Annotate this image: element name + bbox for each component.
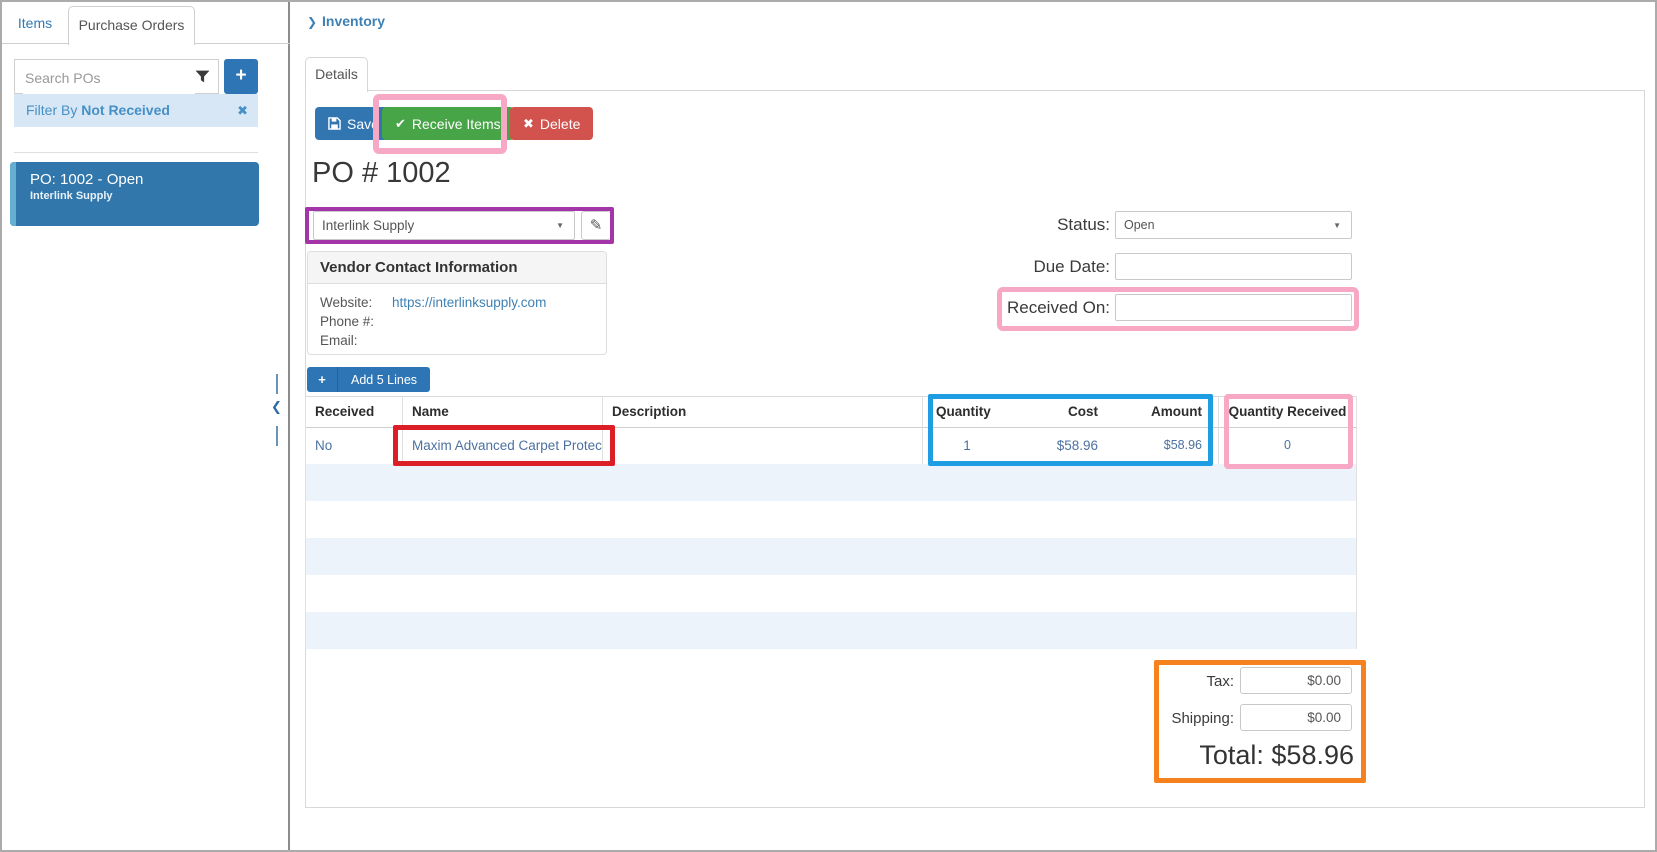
filter-value-label: Not Received — [81, 102, 170, 118]
received-on-input[interactable] — [1115, 294, 1352, 321]
table-header-border — [305, 427, 1357, 428]
col-header-quantity: Quantity — [936, 404, 991, 419]
received-on-label: Received On: — [1007, 298, 1110, 317]
vendor-select[interactable]: Interlink Supply ▼ — [313, 211, 575, 240]
po-card-accent-stripe — [10, 162, 16, 226]
search-po-box — [14, 59, 219, 94]
table-col-divider — [1218, 396, 1219, 464]
empty-table-row — [306, 464, 1356, 501]
vendor-contact-panel: Vendor Contact Information Website: http… — [307, 251, 607, 355]
filter-clear-icon[interactable]: ✖ — [237, 103, 248, 118]
splitter-handle-bottom — [276, 426, 278, 446]
empty-table-row — [306, 612, 1356, 649]
shipping-input[interactable] — [1240, 704, 1352, 731]
vendor-email-row: Email: — [308, 331, 606, 350]
status-select[interactable]: Open ▼ — [1115, 211, 1352, 239]
phone-label: Phone #: — [320, 314, 375, 329]
sidebar: Items Purchase Orders + Filter By Not Re… — [2, 2, 290, 850]
plus-icon: + — [307, 367, 338, 392]
save-button[interactable]: Save — [315, 107, 392, 140]
col-header-description: Description — [612, 404, 687, 419]
delete-button-label: Delete — [539, 115, 581, 132]
chevron-down-icon: ▼ — [1333, 220, 1341, 230]
search-input[interactable] — [23, 61, 195, 94]
po-card-title: PO: 1002 - Open — [30, 171, 144, 188]
receive-items-button[interactable]: ✔ Receive Items — [382, 107, 514, 140]
po-number-title: PO # 1002 — [312, 157, 451, 189]
status-label: Status: — [1057, 215, 1110, 234]
add-po-button[interactable]: + — [224, 59, 258, 94]
cell-cost[interactable]: $58.96 — [1056, 438, 1098, 453]
splitter-handle-top — [276, 374, 278, 394]
check-icon: ✔ — [395, 115, 406, 131]
col-header-cost: Cost — [1068, 404, 1098, 419]
col-header-name: Name — [412, 404, 449, 419]
vendor-website-row: Website: https://interlinksupply.com — [308, 293, 606, 312]
website-label: Website: — [320, 295, 373, 310]
vendor-select-value: Interlink Supply — [322, 218, 415, 233]
table-right-border — [1356, 396, 1357, 649]
vendor-contact-panel-title: Vendor Contact Information — [308, 252, 606, 284]
tax-input[interactable] — [1240, 667, 1352, 694]
empty-table-row — [306, 575, 1356, 612]
vendor-phone-row: Phone #: — [308, 312, 606, 331]
collapse-sidebar-chevron-icon[interactable]: ❮ — [271, 399, 282, 414]
email-label: Email: — [320, 333, 358, 348]
table-left-border — [305, 396, 306, 649]
breadcrumb-chevron-icon: ❯ — [307, 15, 318, 29]
add-5-lines-button[interactable]: + Add 5 Lines — [307, 367, 431, 392]
filter-prefix-label: Filter By — [26, 102, 78, 118]
due-date-label: Due Date: — [1033, 257, 1110, 276]
col-header-amount: Amount — [1151, 404, 1202, 419]
delete-x-icon: ✖ — [523, 115, 534, 131]
cell-received[interactable]: No — [315, 438, 333, 453]
table-col-divider — [602, 396, 603, 464]
receive-items-button-label: Receive Items — [411, 115, 501, 132]
save-floppy-icon — [328, 117, 341, 130]
tab-items[interactable]: Items — [17, 15, 53, 31]
table-col-divider — [922, 396, 923, 464]
shipping-label: Shipping: — [1171, 710, 1234, 727]
save-button-label: Save — [347, 115, 379, 132]
total-value: $58.96 — [1271, 740, 1354, 770]
total-label: Total: — [1199, 740, 1264, 770]
col-header-received: Received — [315, 404, 375, 419]
tab-purchase-orders[interactable]: Purchase Orders — [68, 6, 195, 45]
edit-vendor-button[interactable]: ✎ — [581, 211, 611, 240]
filter-funnel-icon[interactable] — [195, 70, 210, 89]
empty-table-row — [306, 501, 1356, 538]
cell-amount[interactable]: $58.96 — [1163, 438, 1202, 452]
due-date-input[interactable] — [1115, 253, 1352, 280]
status-select-value: Open — [1124, 218, 1155, 232]
empty-table-row — [306, 538, 1356, 575]
total-amount: Total: $58.96 — [1154, 740, 1354, 771]
po-list-item[interactable]: PO: 1002 - Open Interlink Supply — [10, 162, 259, 226]
pencil-icon: ✎ — [589, 217, 603, 234]
table-top-border — [305, 396, 1357, 397]
cell-quantity-received[interactable]: 0 — [1284, 438, 1291, 452]
table-col-divider — [402, 396, 403, 464]
cell-quantity[interactable]: 1 — [963, 438, 971, 453]
cell-description[interactable] — [602, 427, 922, 464]
tab-details[interactable]: Details — [305, 57, 368, 92]
add-5-lines-label: Add 5 Lines — [351, 372, 418, 387]
breadcrumb-inventory-link[interactable]: Inventory — [322, 13, 386, 29]
filter-bar: Filter By Not Received ✖ — [14, 94, 258, 127]
sidebar-divider — [14, 152, 258, 153]
website-link[interactable]: https://interlinksupply.com — [392, 295, 547, 310]
po-card-vendor: Interlink Supply — [30, 190, 113, 202]
col-header-quantity-received: Quantity Received — [1228, 404, 1347, 419]
tax-label: Tax: — [1206, 673, 1234, 690]
cell-name[interactable]: Maxim Advanced Carpet Protector 1... — [412, 438, 602, 453]
chevron-down-icon: ▼ — [556, 221, 564, 230]
delete-button[interactable]: ✖ Delete — [510, 107, 594, 140]
